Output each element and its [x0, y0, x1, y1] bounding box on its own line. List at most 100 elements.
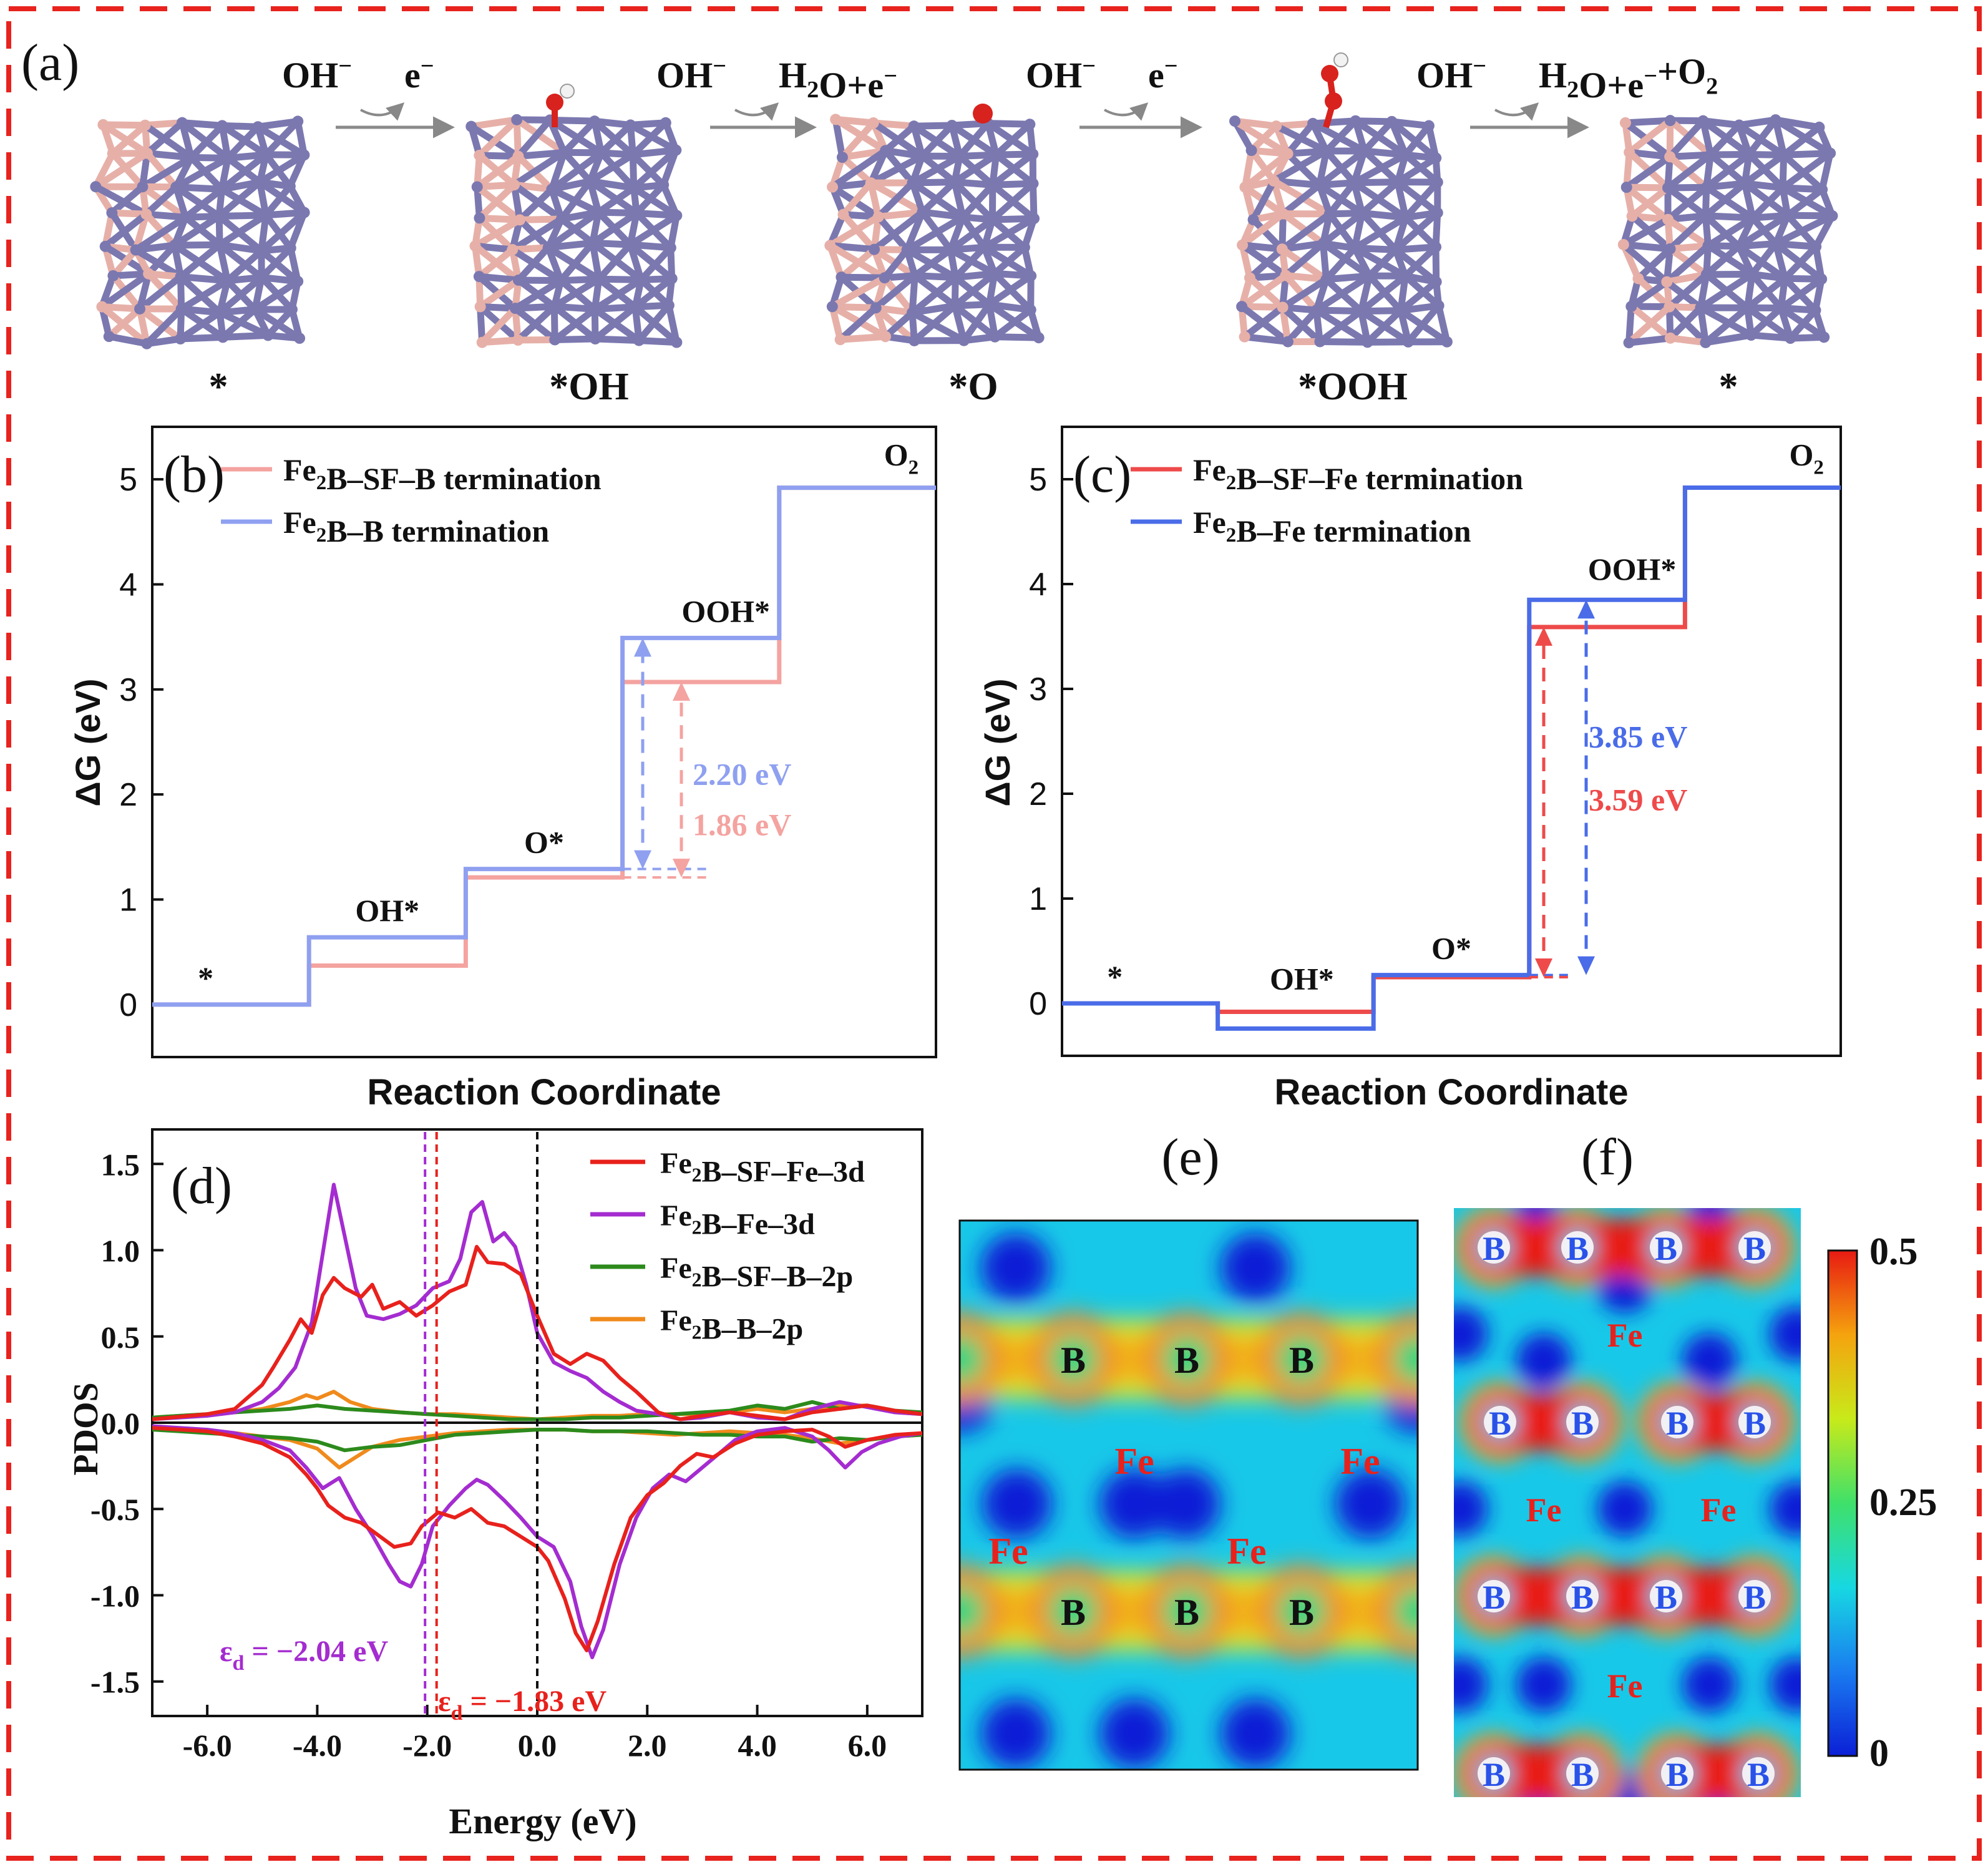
slab-structure — [465, 84, 683, 348]
bond — [1664, 183, 1710, 192]
bond — [826, 213, 882, 249]
density-core — [1393, 1586, 1418, 1636]
bond — [1279, 182, 1323, 218]
fe-atom — [630, 301, 641, 313]
bond — [1703, 243, 1743, 278]
fe-atom — [1018, 241, 1030, 253]
b-atom — [1276, 243, 1288, 255]
bond — [105, 305, 144, 340]
fe-atom — [1623, 337, 1635, 349]
b-atom — [469, 240, 481, 252]
bond — [475, 181, 518, 222]
density-void — [1597, 1481, 1652, 1536]
fe-atom — [1664, 243, 1676, 255]
bond — [909, 178, 958, 187]
fe-atom — [471, 181, 483, 193]
bond — [514, 149, 568, 160]
fe-atom — [907, 177, 918, 188]
legend-label: Fe2B–SF–B termination — [283, 452, 602, 496]
bond — [1279, 303, 1292, 346]
b-site-halo — [1738, 1406, 1771, 1438]
bond — [1749, 184, 1786, 222]
bond — [178, 277, 231, 313]
bond — [472, 216, 524, 250]
bond — [1270, 177, 1287, 218]
b-atom — [1237, 239, 1249, 251]
fe-atom — [949, 300, 961, 312]
bond — [1625, 303, 1673, 346]
panel-b-frame — [151, 426, 937, 1058]
hydrogen-atom — [1333, 52, 1348, 67]
density-core — [1048, 1334, 1098, 1384]
b-atom — [830, 114, 842, 125]
bond — [1405, 302, 1443, 346]
x-tick-label: 4.0 — [738, 1728, 777, 1763]
fe-atom — [1739, 177, 1751, 189]
b-atom — [139, 119, 151, 131]
y-tick-label: -1.0 — [90, 1578, 140, 1613]
bond — [1316, 147, 1368, 189]
bond — [215, 178, 263, 220]
b-atom — [1664, 151, 1676, 163]
fe-atom — [826, 301, 838, 313]
pdos-curve-up — [152, 1245, 922, 1421]
bond — [136, 305, 150, 348]
bond — [178, 119, 195, 161]
fe-atom — [1229, 115, 1241, 127]
panel-c-label: (c) — [1073, 446, 1131, 504]
fe-atom — [134, 303, 146, 314]
bond — [92, 150, 151, 190]
bond — [1707, 150, 1753, 158]
b-site-label: B — [1655, 1579, 1677, 1616]
bond — [1364, 307, 1405, 346]
bond — [1772, 116, 1788, 158]
bond — [551, 305, 598, 343]
bond — [477, 303, 486, 346]
gap-label: 3.59 eV — [1589, 782, 1687, 817]
bond — [1241, 333, 1292, 346]
fe-atom — [1431, 176, 1443, 188]
bond — [1248, 122, 1280, 154]
bond — [589, 239, 634, 248]
bond — [870, 208, 926, 253]
bond — [132, 213, 189, 254]
step-reactant: OH− — [1416, 53, 1486, 95]
slab-structure — [1617, 114, 1838, 349]
fe-atom — [1355, 305, 1367, 317]
bond — [1627, 278, 1670, 310]
bond — [951, 151, 1000, 186]
pdos-curve-down — [152, 1428, 922, 1453]
bond — [479, 305, 519, 346]
fe-atom — [465, 120, 477, 132]
b-atom — [1270, 120, 1282, 132]
bond — [637, 244, 675, 283]
density-core — [1277, 1586, 1327, 1636]
bond — [985, 272, 1035, 308]
gap-label: 2.20 eV — [693, 757, 791, 792]
b-atom — [827, 181, 839, 193]
fe-atom — [1320, 145, 1332, 157]
curved-arrow — [360, 102, 405, 121]
fe-atom — [879, 272, 890, 284]
fe-atom — [1818, 331, 1830, 343]
fe-atom — [1027, 148, 1039, 160]
b-site-label: B — [1174, 1592, 1199, 1633]
fe-atom — [1320, 273, 1332, 285]
bond — [1666, 117, 1707, 160]
bond — [837, 304, 880, 343]
step-label: * — [198, 960, 213, 995]
fe-atom — [987, 179, 998, 191]
density-void — [981, 1699, 1051, 1768]
bond — [1625, 149, 1674, 160]
bond — [467, 116, 520, 130]
bond — [262, 183, 294, 219]
bond — [219, 306, 259, 341]
gap-arrowhead — [1535, 958, 1552, 977]
bond — [1620, 216, 1672, 248]
bond — [224, 123, 261, 162]
bond — [1279, 240, 1327, 253]
bond — [595, 241, 634, 283]
bond — [595, 208, 640, 217]
y-tick-label: 0 — [1029, 986, 1047, 1022]
bond — [1313, 272, 1373, 314]
